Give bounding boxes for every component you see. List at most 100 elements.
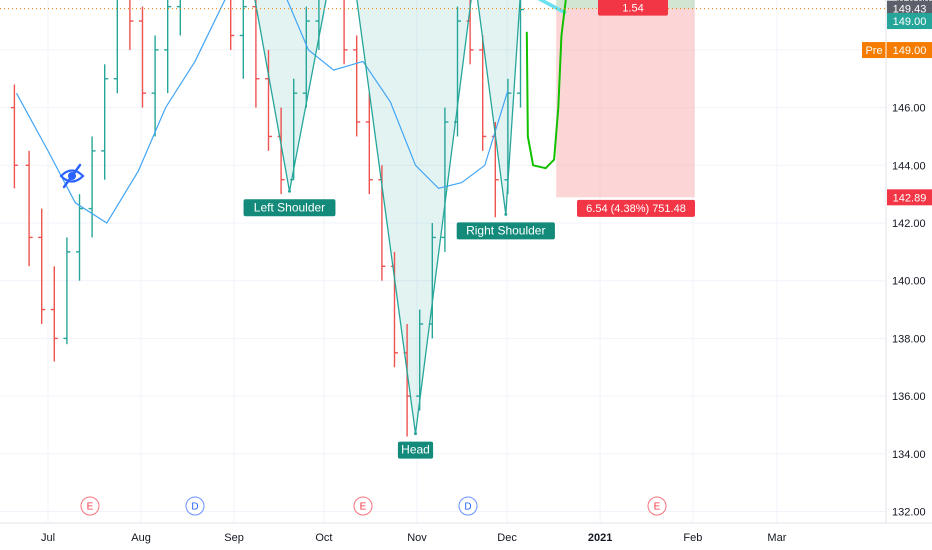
hand-drawn-line (525, 0, 567, 170)
pre-tag-value: 149.00 (893, 45, 927, 57)
price-axis[interactable]: 132.00 134.00 136.00 138.00 140.00 142.00 144.… (862, 0, 932, 523)
time-tick-label: Mar (767, 532, 786, 544)
stop-label-bg (577, 199, 695, 217)
ohlc-bar (38, 208, 46, 324)
entry-label-text: −0.43 ~ 38 (607, 0, 660, 3)
pattern-fill (254, 0, 520, 434)
entry-label-bg (598, 0, 668, 16)
event-circle (647, 496, 667, 516)
pattern-label[interactable]: Right Shoulder (456, 222, 555, 240)
ohlc-bar (139, 6, 146, 108)
stop-label-text: 6.54 (4.38%) 751.48 (586, 203, 686, 215)
ohlc-bar (88, 136, 96, 238)
hand-drawn-path[interactable] (525, 0, 598, 170)
price-tick-label: 146.00 (892, 103, 926, 115)
price-tag-text: 149.43 (893, 4, 927, 16)
ohlc-bar (302, 6, 310, 108)
time-tick-label: Feb (683, 532, 702, 544)
position-labels[interactable]: −0.43 ~ 381.54 6.54 (4.38%) 751.48 (577, 0, 695, 217)
ohlc-bar (10, 84, 18, 189)
ohlc-bar (113, 0, 119, 94)
entry-label-text: 1.54 (622, 3, 643, 15)
ohlc-bar (63, 237, 71, 345)
price-tag: 149.00 (887, 13, 932, 30)
price-tick-label: 144.00 (892, 160, 926, 172)
ohlc-bar (416, 309, 424, 411)
pattern-label-text: Right Shoulder (466, 223, 545, 237)
price-tag-text: 142.89 (893, 192, 927, 204)
time-tick-label: 2021 (588, 532, 612, 544)
price-tick-label: 142.00 (892, 218, 926, 230)
time-tick-label: Jul (41, 532, 55, 544)
ohlc-bar (265, 49, 272, 151)
moving-average (15, 0, 509, 224)
entry-label: −0.43 ~ 381.54 (598, 0, 668, 16)
price-tick-label: 136.00 (892, 391, 926, 403)
event-letter: E (87, 502, 94, 513)
price-tag: 149.43 (887, 0, 932, 17)
ohlc-bar (365, 93, 373, 195)
ohlc-bar (164, 0, 172, 94)
ohlc-bar (50, 266, 58, 362)
pattern-label-bg (456, 222, 555, 240)
time-tick-label: Sep (224, 532, 244, 544)
price-tag-bg (887, 13, 932, 30)
price-tag-text: 149.00 (893, 16, 927, 28)
eye-slash (62, 163, 82, 189)
pattern-point (288, 189, 291, 193)
event-circle (458, 496, 478, 516)
pre-tag-prefix: Pre (865, 45, 882, 57)
pattern-label[interactable]: Left Shoulder (243, 199, 336, 217)
price-tag: 142.89 (887, 189, 932, 206)
ohlc-bar (229, 0, 235, 50)
event-letter: E (654, 502, 661, 513)
pattern-label-bg (243, 199, 336, 217)
event-circle (185, 496, 205, 516)
price-tick-label: 138.00 (892, 333, 926, 345)
event-marker[interactable]: E (353, 496, 373, 516)
price-tag-bg (887, 0, 932, 17)
ohlc-bar (517, 0, 524, 108)
ohlc-bar (479, 35, 487, 151)
hide-toggle-icon[interactable] (59, 163, 85, 189)
pre-tag: Pre 149.00 (862, 42, 932, 59)
ohlc-bar (176, 0, 182, 36)
pattern-label[interactable]: Head (397, 441, 434, 459)
pattern-lines (254, 0, 521, 436)
ohlc-bar (252, 0, 260, 108)
event-marker[interactable]: D (185, 496, 205, 516)
stop-zone (556, 8, 695, 198)
pattern-label-text: Head (401, 443, 430, 457)
position-zones (556, 0, 695, 198)
ohlc-bar (441, 107, 449, 252)
pattern-point (414, 432, 417, 436)
event-marker[interactable]: D (458, 496, 478, 516)
event-marker[interactable]: E (80, 496, 100, 516)
ohlc-bar (101, 64, 109, 180)
ohlc-bar (353, 35, 361, 137)
time-axis[interactable]: Jul Aug Sep Oct Nov Dec 2021 Feb Mar (0, 522, 932, 544)
pattern-area (254, 0, 520, 434)
ohlc-bar (129, 0, 134, 50)
ma-line (15, 0, 509, 224)
pattern-point (504, 212, 508, 216)
pattern-label-text: Left Shoulder (254, 200, 325, 214)
event-marker[interactable]: E (647, 496, 667, 516)
time-tick-label: Nov (407, 532, 427, 544)
event-circle (353, 496, 373, 516)
pattern-labels[interactable]: Left Shoulder Head Right Shoulder (243, 199, 555, 459)
ohlc-bar (151, 35, 159, 137)
ohlc-bar (343, 0, 348, 65)
pre-tag-bg (862, 42, 932, 59)
stop-label: 6.54 (4.38%) 751.48 (577, 199, 695, 217)
price-tag-bg (887, 189, 932, 206)
event-circle (80, 496, 100, 516)
ohlc-bar (239, 0, 247, 79)
time-tick-label: Aug (131, 532, 151, 544)
event-letter: D (464, 502, 471, 513)
time-tick-label: Dec (497, 532, 517, 544)
time-tick-label: Oct (315, 532, 332, 544)
ohlc-bar (315, 0, 320, 50)
